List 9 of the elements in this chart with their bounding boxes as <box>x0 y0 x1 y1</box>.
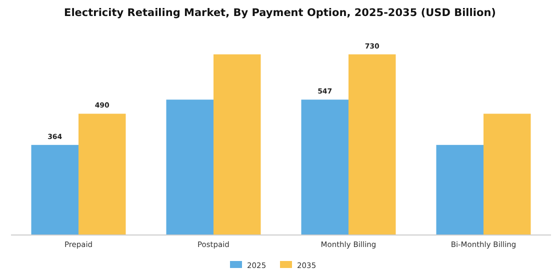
chart-title: Electricity Retailing Market, By Payment Option, 2025-2035 (USD Billion) <box>64 7 496 19</box>
bar <box>31 144 78 235</box>
bar <box>301 100 348 235</box>
bar <box>348 54 396 235</box>
bar <box>484 114 531 235</box>
bar <box>166 100 214 235</box>
bar <box>214 54 261 235</box>
bar <box>78 114 126 235</box>
bar <box>436 144 484 235</box>
